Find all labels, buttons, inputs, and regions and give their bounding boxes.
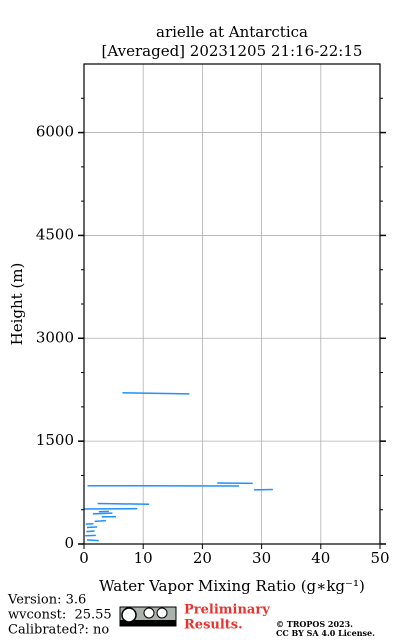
x-tick-label: 10	[134, 549, 153, 567]
y-tick-label: 1500	[36, 431, 74, 449]
footer-calibrated: Calibrated?: no	[8, 623, 109, 638]
y-tick-label: 6000	[36, 123, 74, 141]
chart-title: arielle at Antarctica	[156, 23, 308, 41]
notice-line: Preliminary	[184, 603, 270, 618]
chart-subtitle: [Averaged] 20231205 21:16-22:15	[102, 42, 363, 60]
notice-line: Results.	[184, 618, 243, 633]
y-tick-label: 3000	[36, 328, 74, 346]
x-tick-label: 50	[370, 549, 389, 567]
x-tick-label: 30	[252, 549, 271, 567]
y-tick-label: 0	[64, 534, 74, 552]
y-axis-label: Height (m)	[8, 263, 26, 346]
cc-logo	[119, 606, 177, 627]
x-tick-label: 20	[193, 549, 212, 567]
x-axis-label: Water Vapor Mixing Ratio (g∗kg⁻¹)	[99, 577, 365, 595]
plot-frame	[83, 63, 381, 545]
y-tick-label: 4500	[36, 225, 74, 243]
footer-wvconst: wvconst: 25.55	[8, 608, 112, 623]
profile-line	[83, 392, 273, 542]
x-tick-label: 40	[311, 549, 330, 567]
x-tick-label: 0	[79, 549, 89, 567]
footer-version: Version: 3.6	[7, 593, 86, 608]
copyright-line: CC BY SA 4.0 License.	[276, 628, 375, 638]
copyright-line: © TROPOS 2023.	[276, 619, 353, 629]
